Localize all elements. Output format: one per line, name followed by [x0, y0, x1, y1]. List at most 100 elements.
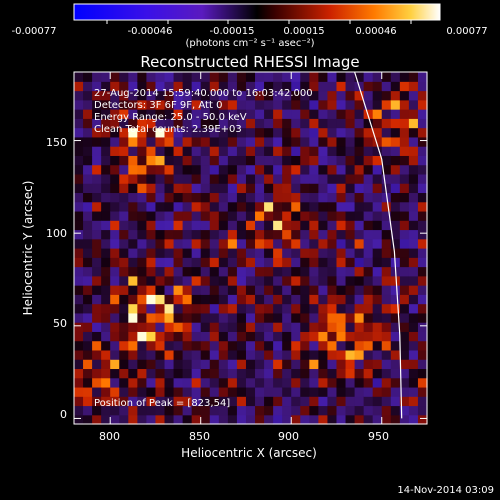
heatmap-cell	[264, 359, 274, 370]
heatmap-cell	[146, 109, 157, 119]
heatmap-cell	[227, 99, 238, 110]
heatmap-cell	[146, 285, 157, 295]
heatmap-cell	[227, 248, 238, 258]
heatmap-cell	[182, 266, 193, 277]
heatmap-cell	[336, 312, 347, 323]
heatmap-cell	[101, 359, 111, 370]
heatmap-cell	[399, 266, 410, 277]
heatmap-cell	[354, 220, 365, 231]
heatmap-cell	[255, 238, 265, 249]
heatmap-cell	[372, 331, 383, 342]
heatmap-cell	[408, 377, 419, 388]
heatmap-cell	[83, 340, 93, 351]
heatmap-cell	[336, 349, 347, 360]
heatmap-cell	[345, 349, 356, 360]
heatmap-cell	[128, 220, 138, 231]
heatmap-cell	[227, 266, 238, 277]
heatmap-cell	[417, 340, 428, 351]
heatmap-cell	[173, 229, 184, 240]
heatmap-cell	[245, 303, 256, 314]
x-tick-label: 850	[189, 430, 210, 443]
heatmap-cell	[390, 72, 401, 82]
heatmap-cell	[173, 127, 184, 138]
heatmap-cell	[101, 72, 111, 82]
heatmap-cell	[282, 377, 292, 388]
heatmap-cell	[255, 201, 265, 212]
y-tick-label: 100	[46, 227, 67, 240]
heatmap-cell	[191, 359, 202, 370]
heatmap-cell	[92, 238, 102, 249]
heatmap-cell	[390, 340, 401, 351]
heatmap-cell	[182, 99, 193, 110]
heatmap-cell	[399, 248, 410, 258]
heatmap-cell	[245, 414, 256, 425]
heatmap-cell	[282, 229, 292, 240]
heatmap-cell	[245, 72, 256, 82]
heatmap-cell	[372, 294, 383, 305]
heatmap-cell	[119, 285, 129, 295]
heatmap-cell	[155, 349, 166, 360]
heatmap-cell	[309, 192, 319, 203]
heatmap-cell	[309, 285, 319, 295]
heatmap-cell	[336, 99, 347, 110]
heatmap-cell	[137, 136, 148, 147]
heatmap-cell	[327, 238, 338, 249]
heatmap-cell	[182, 257, 193, 268]
heatmap-cell	[182, 396, 193, 407]
heatmap-cell	[155, 146, 166, 156]
heatmap-cell	[345, 359, 356, 370]
heatmap-cell	[92, 414, 102, 425]
heatmap-cell	[119, 136, 129, 147]
heatmap-cell	[309, 118, 319, 129]
heatmap-cell	[273, 183, 283, 194]
heatmap-cell	[191, 118, 202, 129]
heatmap-cell	[245, 109, 256, 119]
heatmap-cell	[372, 127, 383, 138]
heatmap-cell	[345, 238, 356, 249]
heatmap-cell	[381, 386, 392, 397]
heatmap-cell	[101, 275, 111, 286]
heatmap-cell	[417, 285, 428, 295]
heatmap-cell	[74, 322, 84, 332]
heatmap-cell	[137, 192, 148, 203]
heatmap-cell	[381, 405, 392, 416]
heatmap-cell	[399, 220, 410, 231]
heatmap-cell	[236, 201, 247, 212]
heatmap-cell	[209, 322, 220, 332]
heatmap-cell	[209, 275, 220, 286]
x-tick-label: 950	[368, 430, 389, 443]
heatmap-cell	[83, 322, 93, 332]
heatmap-cell	[345, 386, 356, 397]
heatmap-cell	[101, 192, 111, 203]
heatmap-cell	[182, 192, 193, 203]
heatmap-cell	[74, 396, 84, 407]
heatmap-cell	[83, 396, 93, 407]
heatmap-cell	[381, 266, 392, 277]
heatmap-cell	[318, 303, 329, 314]
heatmap-cell	[327, 183, 338, 194]
heatmap-cell	[200, 229, 211, 240]
colorbar-tick: -0.00015	[209, 26, 255, 37]
heatmap-cell	[291, 285, 301, 295]
heatmap-cell	[101, 164, 111, 175]
heatmap-cell	[83, 173, 93, 184]
heatmap-cell	[408, 303, 419, 314]
heatmap-cell	[363, 312, 374, 323]
heatmap-cell	[408, 340, 419, 351]
heatmap-cell	[327, 331, 338, 342]
heatmap-cell	[282, 109, 292, 119]
heatmap-cell	[83, 377, 93, 388]
heatmap-cell	[164, 257, 175, 268]
x-axis-label: Heliocentric X (arcsec)	[181, 446, 317, 460]
heatmap-cell	[137, 229, 148, 240]
heatmap-cell	[336, 248, 347, 258]
heatmap-cell	[128, 81, 138, 92]
x-tick-label: 800	[99, 430, 120, 443]
y-axis-label: Heliocentric Y (arcsec)	[21, 180, 35, 316]
heatmap-cell	[399, 386, 410, 397]
heatmap-cell	[92, 192, 102, 203]
heatmap-cell	[345, 210, 356, 221]
heatmap-cell	[155, 285, 166, 295]
heatmap-cell	[345, 109, 356, 119]
heatmap-cell	[390, 405, 401, 416]
